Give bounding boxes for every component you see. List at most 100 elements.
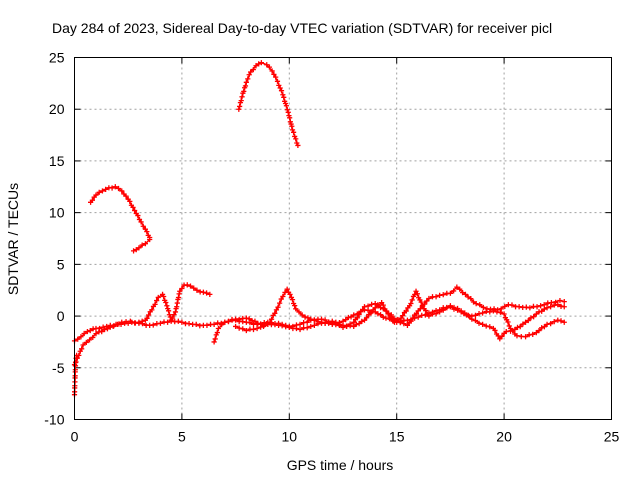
data-marker	[487, 309, 493, 315]
data-marker	[96, 325, 103, 332]
data-marker	[276, 82, 282, 88]
data-marker	[523, 304, 529, 310]
data-marker	[454, 307, 461, 313]
data-point	[533, 311, 539, 317]
y-tick-label: 20	[49, 101, 65, 117]
data-marker	[369, 301, 375, 307]
data-marker	[510, 327, 516, 334]
data-marker	[536, 327, 542, 334]
data-marker	[135, 212, 141, 219]
data-marker	[207, 321, 214, 327]
data-marker	[465, 312, 471, 318]
data-marker	[146, 312, 152, 318]
x-tick-label: 5	[178, 429, 186, 445]
data-point	[351, 312, 357, 318]
data-marker	[129, 319, 135, 325]
data-marker	[322, 320, 328, 326]
x-tick-label: 0	[71, 429, 79, 445]
data-marker	[370, 307, 376, 313]
data-point	[239, 94, 245, 100]
data-marker	[219, 322, 225, 328]
data-marker	[90, 326, 96, 332]
data-marker	[292, 133, 298, 140]
data-marker	[127, 198, 133, 204]
data-marker	[548, 321, 554, 327]
data-point	[385, 311, 391, 317]
data-point	[340, 322, 346, 328]
y-tick-label: -5	[52, 360, 65, 376]
data-point	[329, 318, 335, 324]
y-tick-label: 15	[49, 153, 65, 169]
data-marker	[164, 319, 171, 325]
data-marker	[179, 285, 185, 292]
data-point	[415, 314, 421, 320]
data-marker	[518, 333, 524, 340]
data-marker	[551, 318, 557, 325]
data-point	[280, 92, 286, 98]
data-marker	[347, 323, 353, 329]
data-marker	[123, 193, 129, 199]
data-point	[222, 319, 228, 325]
data-marker	[506, 323, 512, 329]
data-marker	[96, 189, 102, 195]
data-point	[147, 236, 153, 243]
data-marker	[499, 333, 505, 340]
data-point	[447, 304, 453, 310]
data-marker	[311, 322, 317, 328]
x-tick-label: 20	[496, 429, 512, 445]
data-marker	[531, 314, 537, 320]
data-point	[254, 325, 260, 332]
series-layer	[71, 60, 567, 398]
data-marker	[214, 329, 220, 336]
data-marker	[408, 317, 414, 323]
data-marker	[250, 66, 256, 73]
data-point	[280, 293, 286, 300]
data-marker	[368, 310, 374, 316]
data-point	[215, 325, 222, 332]
data-marker	[293, 325, 300, 332]
data-point	[480, 321, 486, 327]
plot-frame	[74, 57, 612, 420]
data-marker	[140, 223, 146, 229]
data-marker	[184, 282, 190, 288]
data-marker	[354, 311, 360, 317]
data-marker	[541, 306, 547, 312]
data-marker	[444, 305, 450, 311]
data-marker	[296, 309, 302, 315]
series-2	[236, 60, 301, 149]
data-marker	[558, 318, 564, 324]
data-marker	[150, 322, 156, 328]
data-point	[130, 248, 137, 254]
data-marker	[545, 300, 551, 306]
data-point	[458, 309, 464, 315]
data-point	[544, 321, 550, 327]
data-marker	[144, 229, 150, 235]
y-tick-label: 5	[57, 256, 65, 272]
data-marker	[225, 318, 232, 324]
data-marker	[161, 293, 167, 300]
series-line	[73, 284, 211, 342]
data-point	[258, 60, 264, 66]
data-marker	[130, 204, 136, 210]
data-marker	[530, 331, 536, 337]
data-marker	[104, 326, 111, 332]
data-point	[473, 301, 479, 307]
data-point	[437, 309, 443, 315]
series-6	[233, 288, 567, 340]
data-marker	[551, 302, 557, 308]
data-marker	[358, 308, 364, 315]
data-marker	[171, 312, 177, 318]
data-marker	[241, 88, 247, 94]
data-marker	[240, 315, 246, 322]
data-point	[544, 305, 550, 311]
data-point	[243, 79, 249, 85]
data-point	[561, 319, 567, 325]
data-marker	[476, 320, 482, 326]
data-marker	[72, 363, 79, 369]
data-point	[179, 319, 185, 325]
data-point	[164, 303, 170, 309]
data-point	[285, 109, 291, 115]
data-marker	[204, 322, 210, 328]
data-marker	[89, 197, 95, 203]
